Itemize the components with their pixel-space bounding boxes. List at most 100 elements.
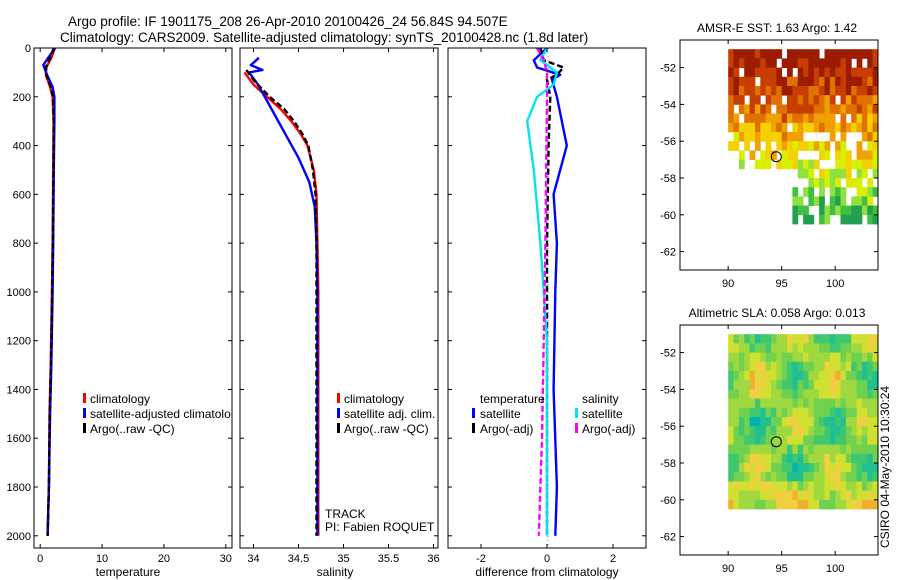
map-cell (819, 481, 825, 491)
map-cell (856, 453, 863, 464)
map-cell (824, 398, 831, 409)
map-cell (797, 141, 804, 151)
map-cell (771, 444, 777, 455)
map-cell (819, 113, 825, 124)
map-cell (771, 398, 777, 409)
map-cell (840, 463, 847, 473)
map-cell (749, 361, 756, 372)
map-cell (787, 86, 793, 96)
map-cell (867, 113, 874, 124)
map-cell (829, 132, 836, 142)
map-cell (819, 58, 825, 68)
map-cell (776, 426, 783, 436)
map-cell (813, 141, 820, 151)
map-cell (856, 352, 863, 363)
map-cell (813, 463, 820, 473)
map-cell (760, 371, 767, 381)
map-cell (744, 389, 750, 399)
map-cell (867, 196, 874, 206)
map-cell (872, 407, 879, 418)
map-cell (787, 407, 793, 418)
map-cell (835, 67, 841, 78)
map-cell (840, 58, 847, 68)
map-cell (845, 104, 852, 114)
map-cell (835, 49, 841, 59)
map-cell (829, 380, 836, 390)
map-cell (856, 334, 863, 344)
map-cell (824, 141, 831, 151)
map-cell (808, 214, 815, 225)
map-cell (776, 490, 783, 501)
map-cell (738, 86, 745, 96)
map-cell (824, 343, 831, 353)
map-cell (797, 481, 804, 491)
map-cell (749, 499, 756, 510)
map-cell (781, 58, 788, 68)
map-cell (797, 371, 804, 381)
map-cell (872, 150, 879, 160)
y-tick-label: -54 (660, 384, 676, 396)
map-cell (771, 380, 777, 390)
map-cell (829, 398, 836, 409)
x-tick-label: 36 (427, 553, 439, 565)
map-cell (861, 168, 868, 179)
map-cell (733, 490, 740, 501)
map-cell (856, 178, 863, 188)
map-cell (845, 86, 852, 96)
map-cell (840, 343, 847, 353)
map-cell (765, 490, 772, 501)
map-cell (819, 463, 825, 473)
figure-title-line-1: Argo profile: IF 1901175_208 26-Apr-2010… (68, 14, 508, 29)
map-cell (840, 150, 847, 160)
map-cell (803, 86, 809, 96)
y-tick-label: -56 (660, 136, 676, 148)
map-cell (808, 196, 815, 206)
map-cell (738, 49, 745, 59)
map-cell (835, 196, 841, 206)
y-tick-label: 800 (13, 238, 31, 250)
map-cell (819, 472, 825, 482)
map-cell (835, 481, 841, 491)
map-cell (824, 205, 831, 216)
map-cell (781, 426, 788, 436)
map-cell (845, 407, 852, 418)
salinity-lines (243, 56, 320, 536)
map-cell (840, 371, 847, 381)
map-cell (754, 444, 761, 455)
map-cell (835, 159, 841, 170)
map-cell (819, 178, 825, 188)
map-cell (797, 132, 804, 142)
map-cell (787, 104, 793, 114)
map-cell (787, 334, 793, 344)
map-cell (754, 426, 761, 436)
map-cell (829, 196, 836, 206)
map-cell (867, 398, 874, 409)
map-cell (851, 122, 857, 133)
map-cell (872, 444, 879, 455)
map-cell (819, 361, 825, 372)
map-cell (851, 371, 857, 381)
map-cell (749, 113, 756, 124)
map-cell (792, 205, 799, 216)
map-cell (728, 472, 734, 482)
map-cell (738, 334, 745, 344)
map-cell (824, 95, 831, 105)
map-cell (744, 426, 750, 436)
map-cell (792, 95, 799, 105)
map-cell (861, 132, 868, 142)
series-line-salinity-argo-adj (536, 47, 549, 536)
map-cell (776, 380, 783, 390)
map-cell (803, 49, 809, 59)
map-cell (765, 426, 772, 436)
map-cell (792, 361, 799, 372)
map-cell (808, 435, 815, 445)
map-cell (845, 214, 852, 225)
map-cell (765, 472, 772, 482)
map-cell (803, 407, 809, 418)
map-cell (776, 371, 783, 381)
y-tick-label: -58 (660, 458, 676, 470)
map-cell (749, 371, 756, 381)
map-cell (851, 417, 857, 427)
argo-position-marker (770, 436, 782, 448)
map-cell (856, 380, 863, 390)
